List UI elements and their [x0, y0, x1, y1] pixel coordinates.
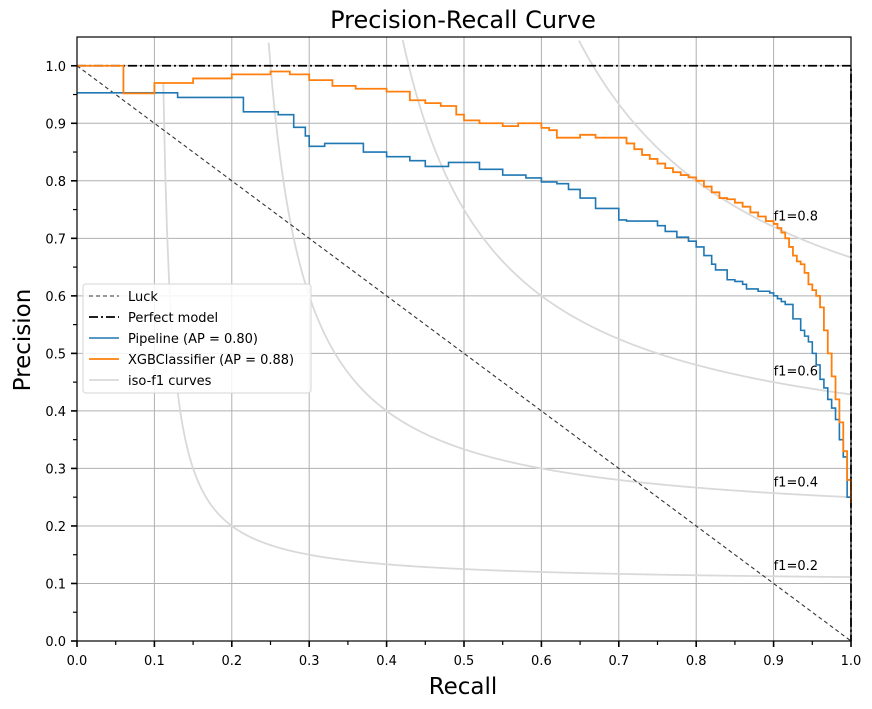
legend-entry: Pipeline (AP = 0.80) [128, 332, 258, 347]
x-tick-label: 0.9 [763, 654, 784, 669]
iso-f1-label: f1=0.8 [774, 209, 818, 224]
iso-f1-label: f1=0.6 [774, 365, 818, 380]
x-tick-label: 0.1 [144, 654, 165, 669]
y-tick-label: 0.6 [45, 290, 66, 305]
iso-f1-curve [162, 82, 852, 578]
legend-entry: XGBClassifier (AP = 0.88) [128, 353, 294, 368]
y-tick-label: 0.4 [45, 405, 66, 420]
x-tick-label: 0.8 [686, 654, 707, 669]
y-tick-label: 0.2 [45, 520, 66, 535]
iso-f1-label: f1=0.4 [774, 476, 818, 491]
iso-f1-curves: f1=0.2 f1=0.4 f1=0.6 f1=0.8 [162, 39, 852, 578]
iso-f1-curve [578, 40, 852, 259]
y-tick-label: 0.1 [45, 577, 66, 592]
iso-f1-curve [401, 39, 852, 396]
x-tick-label: 0.4 [376, 654, 397, 669]
x-tick-label: 0.6 [531, 654, 552, 669]
legend: Luck Perfect model Pipeline (AP = 0.80) XGB… [82, 283, 312, 394]
y-tick-label: 0.0 [45, 635, 66, 650]
x-tick-label: 0.3 [299, 654, 320, 669]
y-tick-label: 0.7 [45, 232, 66, 247]
x-tick-label: 0.0 [67, 654, 88, 669]
x-tick-label: 0.7 [608, 654, 629, 669]
series-line-3 [77, 64, 852, 503]
y-tick-label: 0.5 [45, 347, 66, 362]
legend-entry: Luck [128, 290, 158, 305]
y-tick-label: 0.8 [45, 175, 66, 190]
x-axis-label: Recall [429, 674, 498, 700]
iso-f1-label: f1=0.2 [774, 559, 818, 574]
y-tick-label: 0.3 [45, 462, 66, 477]
legend-entry: iso-f1 curves [128, 374, 212, 389]
iso-f1-curve [267, 42, 852, 499]
series-line-2 [77, 91, 851, 498]
legend-entry: Perfect model [128, 311, 218, 326]
x-tick-label: 0.2 [221, 654, 242, 669]
chart-title: Precision-Recall Curve [330, 6, 596, 34]
ticks: 0.0 0.1 0.2 0.3 0.4 0.5 0.6 0.7 0.8 0.9 1.0 0.0 0.1 0… [45, 60, 861, 669]
y-tick-label: 1.0 [45, 60, 66, 75]
x-tick-label: 0.5 [454, 654, 475, 669]
y-axis-label: Precision [10, 289, 36, 392]
x-tick-label: 1.0 [841, 654, 862, 669]
y-tick-label: 0.9 [45, 117, 66, 132]
legend-box [82, 283, 312, 394]
